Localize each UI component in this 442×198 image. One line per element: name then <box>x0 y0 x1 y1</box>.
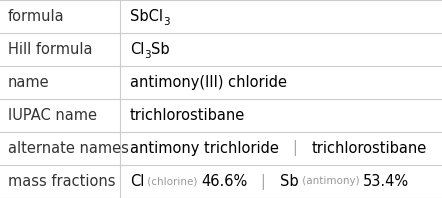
Text: trichlorostibane: trichlorostibane <box>130 108 245 123</box>
Text: 46.6%: 46.6% <box>201 174 247 189</box>
Text: |: | <box>279 141 312 156</box>
Text: 3: 3 <box>145 50 151 60</box>
Text: SbCl: SbCl <box>130 9 163 24</box>
Text: antimony(III) chloride: antimony(III) chloride <box>130 75 287 90</box>
Text: Cl: Cl <box>130 42 145 57</box>
Text: (chlorine): (chlorine) <box>145 176 201 187</box>
Text: 3: 3 <box>163 17 170 27</box>
Text: Sb: Sb <box>280 174 299 189</box>
Text: formula: formula <box>8 9 65 24</box>
Text: alternate names: alternate names <box>8 141 129 156</box>
Text: Sb: Sb <box>151 42 170 57</box>
Text: |: | <box>247 173 280 189</box>
Text: name: name <box>8 75 50 90</box>
Text: trichlorostibane: trichlorostibane <box>312 141 427 156</box>
Text: IUPAC name: IUPAC name <box>8 108 97 123</box>
Text: 53.4%: 53.4% <box>362 174 408 189</box>
Text: (antimony): (antimony) <box>299 176 362 187</box>
Text: antimony trichloride: antimony trichloride <box>130 141 279 156</box>
Text: Cl: Cl <box>130 174 145 189</box>
Text: mass fractions: mass fractions <box>8 174 115 189</box>
Text: Hill formula: Hill formula <box>8 42 92 57</box>
